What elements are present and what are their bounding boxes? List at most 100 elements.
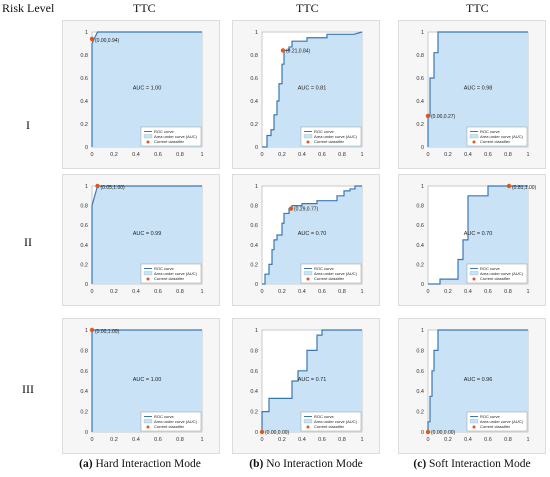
y-tick-label: 0.6 (80, 369, 88, 375)
roc-chart-c-ii: 0 0.2 0.4 0.6 0.8 1 0 0.2 0.4 0.6 0.8 1 AUC = 0.70 (0… (398, 174, 546, 306)
x-tick-label: 0.4 (132, 152, 140, 158)
y-tick-label: 1 (85, 30, 88, 36)
ttc-header-a: TTC (133, 1, 156, 15)
y-tick-label: 0.8 (416, 348, 424, 354)
legend-box (140, 411, 202, 432)
y-tick-label: 0.2 (416, 262, 424, 268)
y-tick-label: 0.4 (250, 389, 258, 395)
row-label-iii: III (22, 382, 34, 396)
legend-entry: ROC curve (314, 414, 335, 419)
x-tick-label: 0.2 (444, 152, 452, 158)
ttc-header-c: TTC (466, 1, 489, 15)
legend-entry: ROC curve (314, 129, 335, 134)
roc-chart-c-iii: 0 0.2 0.4 0.6 0.8 1 0 0.2 0.4 0.6 0.8 1 AUC = 0.96 (0… (398, 318, 546, 454)
caption-c-letter: (c) (413, 458, 427, 470)
legend-area-swatch (303, 134, 313, 139)
classifier-point-label: (0.00,0.27) (431, 114, 456, 120)
y-tick-label: 0 (85, 145, 88, 151)
caption-c: (c) Soft Interaction Mode (392, 458, 550, 470)
x-tick-label: 0.2 (110, 437, 118, 443)
legend-entry: Area under curve (AUC) (480, 271, 524, 276)
y-tick-label: 0.6 (250, 369, 258, 375)
x-tick-label: 0.8 (176, 289, 184, 295)
x-tick-label: 1 (200, 289, 203, 295)
y-tick-label: 0.8 (80, 204, 88, 210)
x-tick-label: 1 (360, 152, 363, 158)
legend-box (140, 263, 202, 284)
row-label-ii: II (24, 235, 32, 249)
legend-classifier-swatch (146, 425, 150, 429)
x-tick-label: 0.6 (484, 152, 492, 158)
auc-area (428, 32, 528, 147)
x-tick-label: 0 (90, 152, 93, 158)
legend-entry: ROC curve (154, 129, 175, 134)
current-classifier-point (89, 36, 95, 42)
x-tick-label: 0.6 (484, 289, 492, 295)
y-tick-label: 0.6 (80, 223, 88, 229)
roc-curve (427, 329, 528, 432)
current-classifier-point (95, 183, 100, 189)
auc-area (92, 186, 202, 284)
x-tick-label: 0.4 (464, 437, 472, 443)
caption-a-text: Hard Interaction Mode (92, 458, 201, 470)
x-tick-label: 0.4 (298, 152, 306, 158)
y-tick-label: 0.8 (80, 348, 88, 354)
y-tick-label: 1 (421, 184, 424, 190)
x-tick-label: 1 (526, 289, 529, 295)
y-tick-label: 0.2 (250, 410, 258, 416)
legend-entry: Area under curve (AUC) (480, 134, 524, 139)
x-tick-label: 1 (360, 289, 363, 295)
y-tick-label: 0.4 (80, 243, 88, 249)
legend-area-swatch (469, 419, 479, 424)
current-classifier-point (280, 48, 286, 53)
classifier-point-label: (0.00,0.00) (431, 430, 456, 436)
legend-box (300, 126, 362, 147)
legend-classifier-swatch (306, 140, 310, 144)
auc-area (92, 32, 202, 147)
legend-classifier-swatch (146, 277, 150, 281)
x-tick-label: 0.2 (110, 152, 118, 158)
legend-entry: Current classifier (314, 276, 345, 281)
y-tick-label: 0 (421, 430, 424, 436)
classifier-point-label: (0.00,1.00) (95, 329, 120, 335)
legend-box (300, 411, 362, 432)
y-tick-label: 0.8 (250, 53, 258, 59)
legend-entry: Current classifier (154, 139, 185, 144)
y-tick-label: 0 (421, 282, 424, 288)
legend-classifier-swatch (306, 425, 310, 429)
roc-chart-a-iii: 0 0.2 0.4 0.6 0.8 1 0 0.2 0.4 0.6 0.8 1 AUC = 1.00 (0… (62, 318, 220, 454)
roc-chart-a-ii: 0 0.2 0.4 0.6 0.8 1 0 0.2 0.4 0.6 0.8 1 AUC = 0.99 (0… (62, 174, 220, 306)
row-label-i: I (26, 118, 30, 132)
y-tick-label: 1 (255, 30, 258, 36)
current-classifier-point (506, 183, 512, 189)
roc-curve (91, 31, 202, 147)
legend-entry: Area under curve (AUC) (154, 419, 198, 424)
legend-entry: Area under curve (AUC) (314, 419, 358, 424)
risk-level-header: Risk Level (2, 1, 55, 15)
y-tick-label: 0.6 (250, 76, 258, 82)
legend-entry: Current classifier (314, 424, 345, 429)
caption-a-letter: (a) (79, 458, 93, 470)
legend-box (466, 126, 528, 147)
x-tick-label: 0.8 (504, 289, 512, 295)
x-tick-label: 0.4 (464, 152, 472, 158)
x-tick-label: 0.4 (132, 437, 140, 443)
x-tick-label: 0.8 (176, 152, 184, 158)
legend-entry: Current classifier (480, 424, 511, 429)
roc-curve (91, 185, 202, 284)
legend-classifier-swatch (472, 425, 476, 429)
x-tick-label: 0.2 (278, 289, 286, 295)
x-tick-label: 0 (426, 289, 429, 295)
y-tick-label: 0.2 (416, 410, 424, 416)
y-tick-label: 0.8 (250, 348, 258, 354)
y-tick-label: 0 (255, 430, 258, 436)
x-tick-label: 0 (426, 437, 429, 443)
y-tick-label: 1 (255, 328, 258, 334)
y-tick-label: 0.2 (416, 122, 424, 128)
x-tick-label: 0.8 (504, 437, 512, 443)
legend-area-swatch (143, 134, 153, 139)
auc-label: AUC = 1.00 (133, 377, 162, 383)
legend-entry: ROC curve (480, 129, 501, 134)
y-tick-label: 0.8 (250, 204, 258, 210)
y-tick-label: 0.2 (80, 410, 88, 416)
